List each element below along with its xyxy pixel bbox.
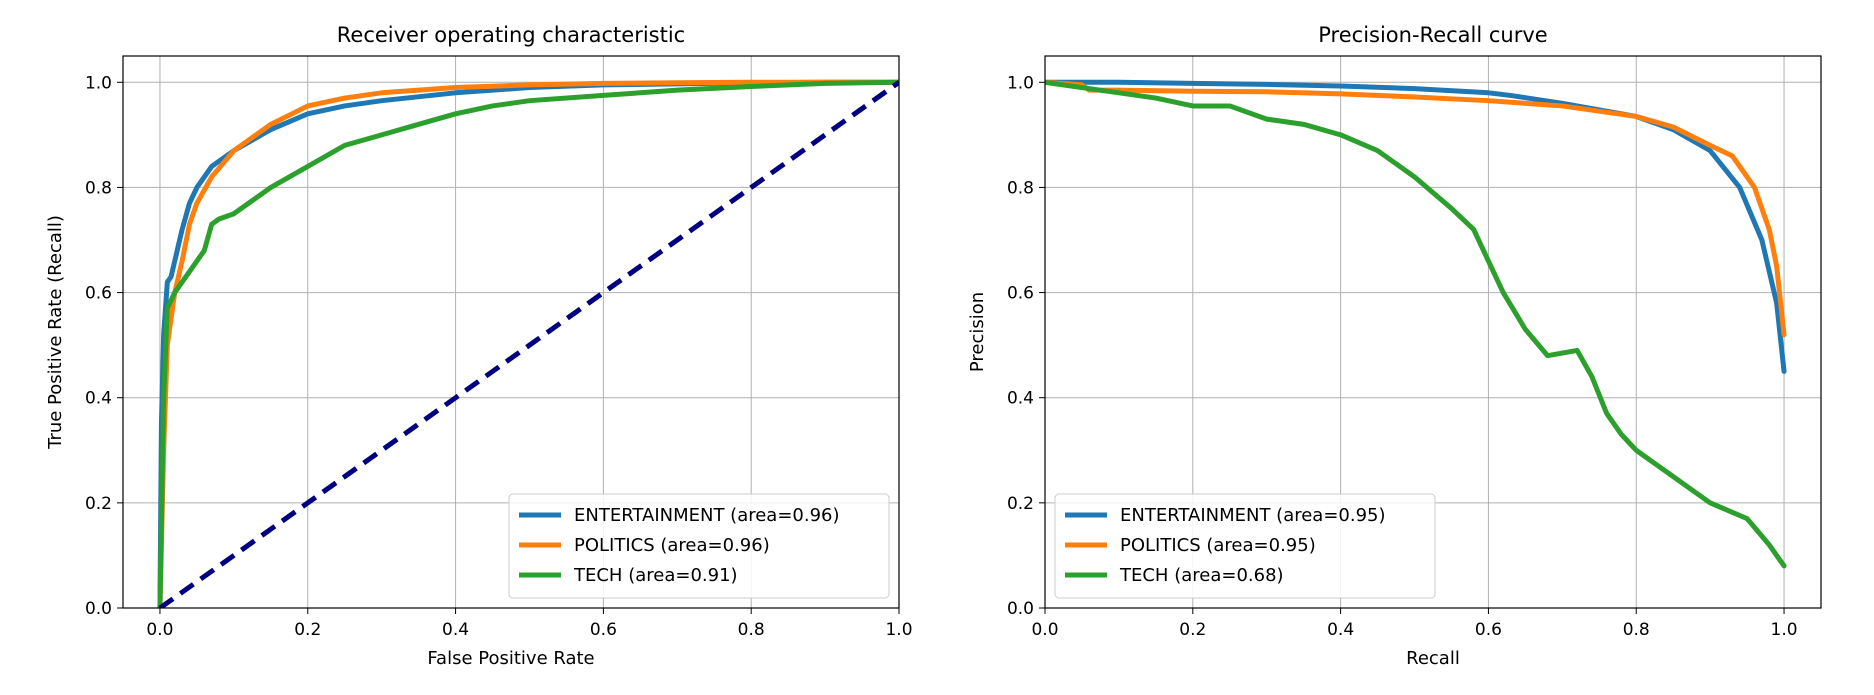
legend-entry: TECH (area=0.91) xyxy=(573,565,738,586)
series-line-politics xyxy=(1045,79,1787,338)
chart-1: 0.0 0.2 0.4 0.6 0.8 1.0 0.0 0.2 0.4 0.6 0.8 1.0 Rece… xyxy=(45,23,913,669)
x-tick-label: 0.0 xyxy=(1031,620,1058,640)
axes-frame xyxy=(1044,55,1822,609)
x-tick-label: 0.6 xyxy=(1475,620,1502,640)
y-tick-label: 0.0 xyxy=(1007,599,1034,619)
chart-2: 0.0 0.2 0.4 0.6 0.8 1.0 0.0 0.2 0.4 0.6 0.8 1.0 Prec… xyxy=(967,23,1822,669)
legend-entry: POLITICS (area=0.96) xyxy=(574,535,770,556)
y-tick-label: 0.6 xyxy=(85,284,112,304)
series-line-tech xyxy=(157,79,899,608)
axes-frame xyxy=(122,55,900,609)
y-axis-label: True Positive Rate (Recall) xyxy=(45,215,66,450)
chart-title: Receiver operating characteristic xyxy=(337,23,685,47)
x-tick-label: 0.4 xyxy=(1327,620,1354,640)
y-tick-label: 0.6 xyxy=(1007,284,1034,304)
x-tick-label: 0.2 xyxy=(294,620,321,640)
plot-area xyxy=(1045,79,1787,569)
legend: ENTERTAINMENT (area=0.96) POLITICS (area=… xyxy=(508,493,890,599)
chart-title: Precision-Recall curve xyxy=(1318,23,1547,47)
y-tick-label: 1.0 xyxy=(1007,73,1034,93)
x-tick-label: 0.0 xyxy=(146,620,173,640)
y-tick-label: 0.8 xyxy=(1007,178,1034,198)
legend-entry: ENTERTAINMENT (area=0.95) xyxy=(1120,505,1386,526)
x-tick-label: 0.8 xyxy=(738,620,765,640)
x-tick-label: 0.2 xyxy=(1179,620,1206,640)
y-tick-label: 0.4 xyxy=(1007,389,1034,409)
series-line-tech xyxy=(1045,79,1787,569)
legend-box xyxy=(1054,493,1436,599)
y-tick-label: 1.0 xyxy=(85,73,112,93)
y-tick-label: 0.0 xyxy=(85,599,112,619)
x-tick-label: 0.8 xyxy=(1623,620,1650,640)
x-tick-label: 1.0 xyxy=(885,620,912,640)
y-tick-label: 0.2 xyxy=(1007,494,1034,514)
legend: ENTERTAINMENT (area=0.95) POLITICS (area=… xyxy=(1054,493,1436,599)
legend-entry: TECH (area=0.68) xyxy=(1119,565,1284,586)
x-tick-label: 1.0 xyxy=(1771,620,1798,640)
y-tick-label: 0.4 xyxy=(85,389,112,409)
y-axis-label: Precision xyxy=(967,292,988,372)
x-axis-label: Recall xyxy=(1406,648,1460,669)
legend-box xyxy=(508,493,890,599)
series-line-entertainment xyxy=(1045,79,1787,374)
chance-diagonal-line xyxy=(158,80,899,608)
y-tick-label: 0.8 xyxy=(85,178,112,198)
legend-entry: POLITICS (area=0.95) xyxy=(1120,535,1316,556)
x-axis-label: False Positive Rate xyxy=(427,648,594,669)
legend-entry: ENTERTAINMENT (area=0.96) xyxy=(574,505,840,526)
plot-area xyxy=(157,79,899,608)
y-tick-label: 0.2 xyxy=(85,494,112,514)
x-tick-label: 0.4 xyxy=(442,620,469,640)
x-tick-label: 0.6 xyxy=(590,620,617,640)
